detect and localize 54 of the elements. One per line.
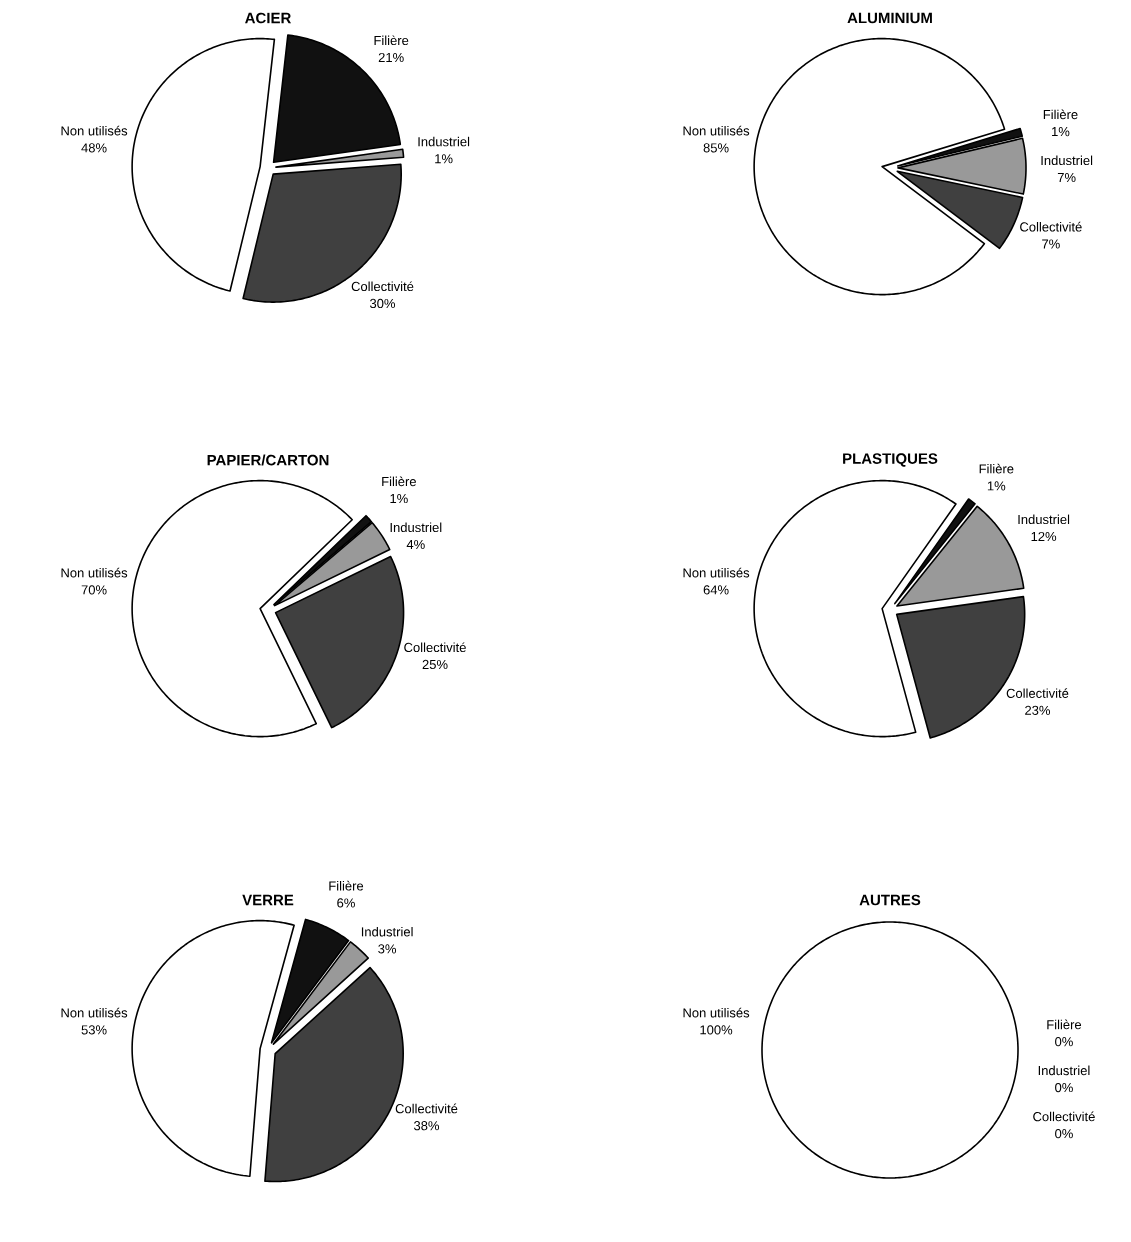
data-label: 1% <box>435 154 453 164</box>
data-label: 30% <box>369 298 396 309</box>
data-label: 100% <box>700 1025 733 1035</box>
slice-label: Collectivité <box>1006 688 1069 698</box>
data-label: 21% <box>378 52 404 63</box>
slice-label: Non utilisés <box>683 1007 750 1018</box>
data-label: 64% <box>703 585 729 595</box>
slice-label: Non utilisés <box>61 125 128 136</box>
data-label: 23% <box>1025 705 1051 715</box>
slice-label: Filière <box>329 880 364 891</box>
data-label: 70% <box>81 585 107 595</box>
slice-label: Collectivité <box>404 642 466 653</box>
data-label: 7% <box>1042 239 1060 249</box>
slice-label: Industriel <box>390 522 442 533</box>
slice-label: Filière <box>1043 109 1078 120</box>
slice-label: Filière <box>382 476 416 487</box>
slice-label: Non utilisés <box>61 1007 128 1018</box>
chart-title: ACIER <box>245 12 292 24</box>
slice-label: Industriel <box>418 136 470 147</box>
slice-label: Non utilisés <box>683 125 750 136</box>
data-label: 53% <box>81 1025 107 1035</box>
data-label: 48% <box>81 143 107 153</box>
data-label: 1% <box>390 494 408 504</box>
data-label: 6% <box>337 898 355 908</box>
category-label: Collectivité <box>1033 1111 1095 1122</box>
slice-label: Filière <box>374 35 409 46</box>
data-label: 85% <box>703 143 729 153</box>
data-label: 25% <box>422 659 448 670</box>
data-label: 4% <box>406 539 425 550</box>
data-label: 1% <box>1052 127 1070 137</box>
slice-label: Industriel <box>1041 155 1093 166</box>
chart-title: PAPIER/CARTON <box>207 454 329 466</box>
slice-label: Industriel <box>1018 514 1070 525</box>
data-label: 38% <box>413 1121 440 1131</box>
text: VERRE <box>242 894 294 906</box>
slice-label: Collectivité <box>351 281 414 292</box>
chart-title: ALUMINIUM <box>847 12 932 24</box>
chart-title: AUTRES <box>859 894 921 906</box>
data-label: 7% <box>1057 172 1076 183</box>
slice-label: Filière <box>979 463 1014 474</box>
slice-label: Collectivité <box>395 1103 458 1114</box>
text: 0% <box>1055 1082 1073 1093</box>
data-label: 1% <box>987 481 1006 491</box>
slice-label: Non utilisés <box>683 567 750 578</box>
category-label: Industriel <box>1038 1065 1090 1076</box>
data-label: 12% <box>1031 531 1057 542</box>
chart-title: PLASTIQUES <box>843 453 938 467</box>
slice-label: Non utilisés <box>61 567 128 578</box>
text: 0% <box>1055 1129 1073 1139</box>
data-label: 3% <box>378 944 397 954</box>
category-label: Filière <box>1047 1019 1082 1030</box>
slice-label: Collectivité <box>1020 221 1082 232</box>
slice-label: Industriel <box>361 926 413 937</box>
text: 0% <box>1055 1037 1073 1047</box>
